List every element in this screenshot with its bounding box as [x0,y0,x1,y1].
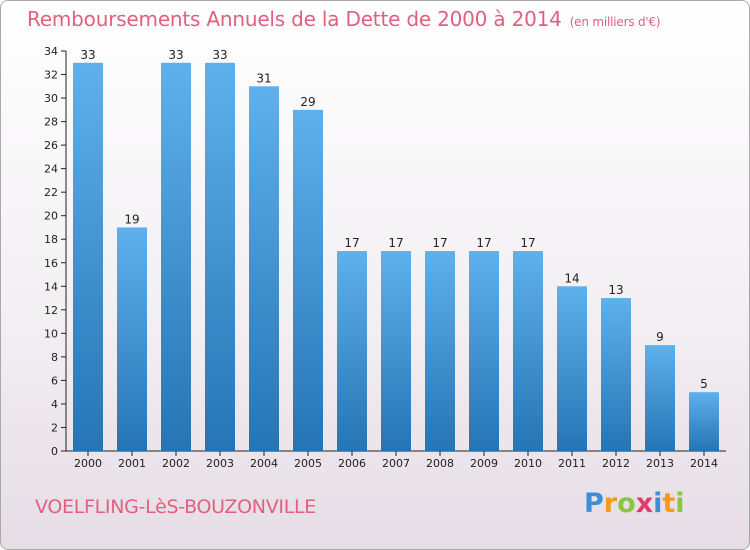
x-tick-label: 2005 [294,457,322,470]
chart-unit: (en milliers d'€) [569,15,661,29]
bars [73,62,719,451]
y-tick-label: 26 [44,139,58,152]
x-tick-label: 2013 [646,457,674,470]
y-tick-label: 2 [51,421,58,434]
y-tick-label: 10 [44,327,58,340]
y-tick-label: 32 [44,69,58,82]
x-tick-label: 2007 [382,457,410,470]
bar-2013 [645,345,675,451]
logo-letter: o [617,488,636,519]
y-tick-label: 14 [44,280,58,293]
bar-2012 [601,298,631,451]
y-tick-label: 12 [44,304,58,317]
data-label-2000: 33 [80,48,95,62]
bar-2005 [293,109,323,451]
logo-letter: t [662,488,676,519]
bar-2003 [205,62,235,451]
data-labels: 33 19 33 33 31 29 17 17 17 17 17 14 13 9 5 [80,48,707,391]
data-label-2013: 9 [656,330,664,344]
city-name: VOELFLING-LèS-BOUZONVILLE [35,496,316,518]
data-label-2003: 33 [212,48,227,62]
x-tick-label: 2012 [602,457,630,470]
bar-2011 [557,286,587,451]
chart-title-text: Remboursements Annuels de la Dette de 20… [27,7,562,31]
x-tick-label: 2006 [338,457,366,470]
y-tick-label: 8 [51,351,58,364]
data-label-2007: 17 [388,236,403,250]
logo-letter: P [584,488,604,519]
bar-2008 [425,251,455,451]
data-label-2011: 14 [564,271,579,285]
x-tick-label: 2000 [74,457,102,470]
bar-2001 [117,227,147,451]
data-label-2010: 17 [520,236,535,250]
y-tick-label: 20 [44,210,58,223]
data-label-2004: 31 [256,71,271,85]
y-tick-label: 18 [44,233,58,246]
data-label-2006: 17 [344,236,359,250]
x-tick-label: 2009 [470,457,498,470]
data-label-2009: 17 [476,236,491,250]
bar-2002 [161,62,191,451]
y-tick-label: 30 [44,92,58,105]
bar-2007 [381,251,411,451]
x-tick-label: 2003 [206,457,234,470]
bar-2014 [689,392,719,451]
data-label-2008: 17 [432,236,447,250]
y-tick-label: 28 [44,116,58,129]
data-label-2001: 19 [124,212,139,226]
bar-2009 [469,251,499,451]
bar-2004 [249,86,279,451]
x-tick-label: 2010 [514,457,542,470]
data-label-2005: 29 [300,95,315,109]
x-axis: 2000 2001 2002 2003 2004 2005 2006 2007 2008 2009… [66,450,726,470]
y-tick-label: 22 [44,186,58,199]
y-tick-label: 0 [51,445,58,458]
x-tick-label: 2008 [426,457,454,470]
y-tick-label: 6 [51,374,58,387]
x-tick-label: 2004 [250,457,278,470]
bar-2006 [337,251,367,451]
logo-letter: i [653,488,663,519]
x-tick-label: 2011 [558,457,586,470]
x-tick-label: 2001 [118,457,146,470]
logo-letter: i [675,488,685,519]
chart-title: Remboursements Annuels de la Dette de 20… [27,7,661,31]
data-label-2002: 33 [168,48,183,62]
y-tick-label: 34 [44,45,58,58]
logo-letter: x [635,488,654,519]
bar-2010 [513,251,543,451]
y-tick-label: 16 [44,257,58,270]
y-tick-label: 4 [51,398,58,411]
y-tick-label: 24 [44,163,58,176]
data-label-2014: 5 [700,377,708,391]
x-tick-label: 2002 [162,457,190,470]
data-label-2012: 13 [608,283,623,297]
x-tick-label: 2014 [690,457,718,470]
logo-letter: r [603,488,618,519]
proxiti-logo: Proxiti [584,488,685,519]
bar-2000 [73,62,103,451]
